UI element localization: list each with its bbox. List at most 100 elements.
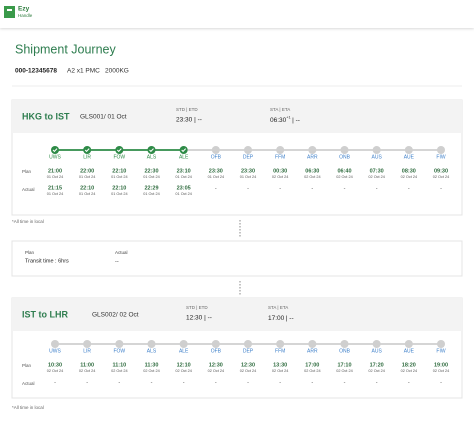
stop-code: OFB — [211, 348, 222, 354]
actual-time: 22:10 — [80, 185, 94, 191]
day-offset: +1 — [286, 116, 290, 120]
plan-date: 01 Oct 24 — [208, 175, 224, 179]
actual-time: - — [344, 185, 346, 191]
logo-subtext: Handle — [18, 13, 33, 18]
flight: GLS002/ 02 Oct — [92, 312, 139, 319]
plan-time: 10:30 — [48, 362, 62, 368]
step-dot — [308, 146, 317, 154]
plan-date: 01 Oct 24 — [47, 175, 63, 179]
plan-time: 11:30 — [145, 362, 159, 368]
transit-plan-value: Transit time : 6hrs — [25, 258, 69, 264]
actual-time: 23:05 — [177, 185, 191, 191]
actual-date: 01 Oct 24 — [175, 192, 191, 196]
stop-code: FFM — [275, 348, 285, 354]
plan-time: 13:30 — [273, 362, 287, 368]
actual-time: - — [279, 185, 281, 191]
actual-time: 22:10 — [112, 185, 126, 191]
step-dot — [211, 146, 220, 154]
check — [149, 148, 154, 153]
step-dot — [179, 340, 188, 348]
stop-code: OFB — [211, 154, 222, 160]
transit-actual-label: Actual — [115, 250, 128, 255]
step-dot — [372, 146, 381, 154]
check — [181, 148, 187, 153]
row-label: Actual — [22, 381, 35, 386]
plan-date: 02 Oct 24 — [175, 369, 191, 373]
logo-icon — [4, 6, 15, 18]
check — [52, 148, 58, 153]
step-dot — [308, 340, 317, 348]
plan-time: 00:30 — [273, 168, 287, 174]
stop-code: ALE — [179, 154, 189, 160]
actual-time: - — [440, 185, 442, 191]
check — [84, 148, 90, 153]
actual-time: - — [183, 379, 185, 385]
plan-date: 02 Oct 24 — [111, 369, 127, 373]
check — [116, 148, 122, 153]
actual-time: - — [86, 379, 88, 385]
step-dot — [404, 146, 413, 154]
actual-time: - — [215, 185, 217, 191]
plan-time: 12:30 — [241, 362, 255, 368]
actual-time: - — [54, 379, 56, 385]
stop-code: UWS — [49, 154, 61, 160]
route: IST to LHR — [22, 309, 68, 319]
plan-time: 22:30 — [144, 168, 158, 174]
plan-date: 02 Oct 24 — [336, 175, 352, 179]
actual-time: - — [344, 379, 346, 385]
plan-time: 08:30 — [402, 168, 416, 174]
stop-code: AUS — [372, 154, 383, 160]
row-label: Actual — [22, 187, 35, 192]
step-dot — [83, 146, 92, 154]
flight: GLS001/ 01 Oct — [80, 114, 127, 121]
actual-date: 01 Oct 24 — [47, 192, 63, 196]
step-dot — [340, 146, 349, 154]
plan-date: 01 Oct 24 — [175, 175, 191, 179]
step-dot — [437, 340, 445, 348]
plan-time: 18:20 — [402, 362, 416, 368]
stop-code: FIW — [436, 348, 445, 354]
plan-date: 02 Oct 24 — [336, 369, 352, 373]
step-dot — [276, 340, 285, 348]
actual-time: - — [215, 379, 217, 385]
stop-code: LIR — [83, 348, 91, 354]
std-value: 12:30 | -- — [186, 315, 212, 322]
stop-code: ONB — [339, 348, 351, 354]
actual-time: - — [247, 185, 249, 191]
stop-code: AUS — [372, 348, 383, 354]
actual-time: - — [408, 379, 410, 385]
sta-value: 17:00 | -- — [268, 315, 294, 322]
actual-time: - — [376, 379, 378, 385]
actual-date: 01 Oct 24 — [143, 192, 159, 196]
page-title: Shipment Journey — [15, 42, 117, 56]
plan-time: 17:00 — [305, 362, 319, 368]
plan-date: 02 Oct 24 — [368, 175, 384, 179]
stop-code: DEP — [243, 154, 254, 160]
plan-date: 02 Oct 24 — [272, 175, 288, 179]
actual-date: 01 Oct 24 — [111, 192, 127, 196]
sta-time: 06:30 — [270, 117, 287, 124]
logo-text[interactable]: Ezy — [18, 6, 30, 13]
plan-date: 02 Oct 24 — [272, 369, 288, 373]
plan-time: 23:30 — [241, 168, 255, 174]
plan-date: 02 Oct 24 — [433, 369, 449, 373]
weight: 2000KG — [105, 68, 129, 75]
step-dot — [211, 340, 220, 348]
plan-time: 22:00 — [80, 168, 94, 174]
actual-time: - — [279, 379, 281, 385]
plan-date: 02 Oct 24 — [401, 175, 417, 179]
logo-mark — [7, 9, 12, 11]
plan-time: 17:10 — [337, 362, 351, 368]
stop-code: DEP — [243, 348, 254, 354]
stop-code: UWS — [49, 348, 61, 354]
transit-plan-label: Plan — [25, 250, 35, 255]
stop-code: FFM — [275, 154, 285, 160]
plan-date: 02 Oct 24 — [240, 369, 256, 373]
step-dot — [437, 146, 445, 154]
plan-date: 02 Oct 24 — [143, 369, 159, 373]
step-dot — [115, 146, 124, 154]
plan-date: 02 Oct 24 — [79, 369, 95, 373]
sta-label: STA | ETA — [270, 107, 290, 112]
std-label: STD | ETD — [186, 305, 208, 310]
